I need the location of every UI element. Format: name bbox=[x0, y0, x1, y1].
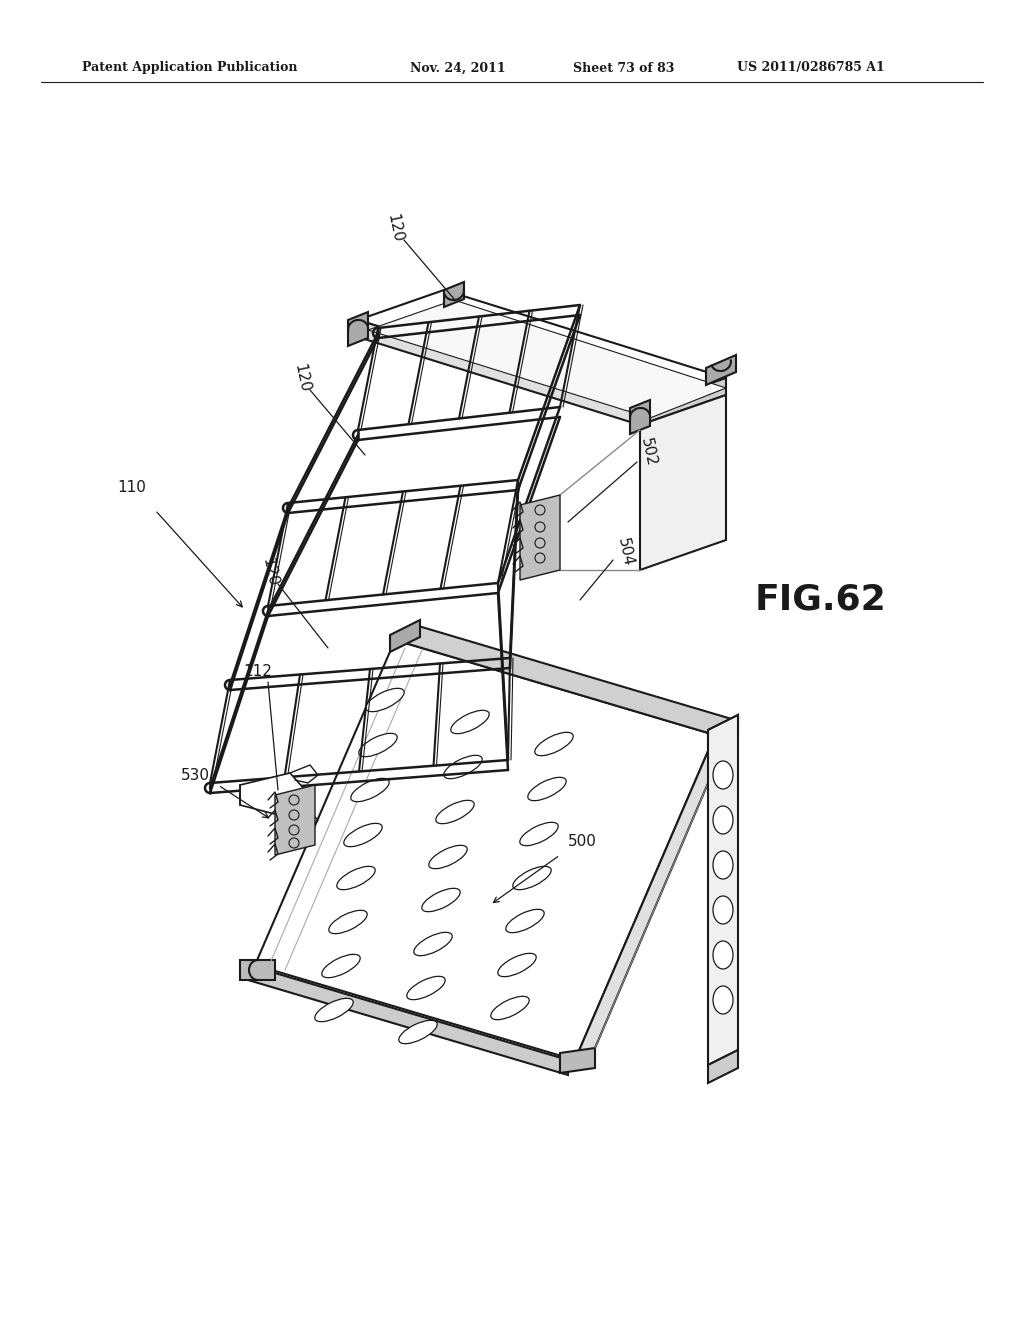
Ellipse shape bbox=[713, 851, 733, 879]
Ellipse shape bbox=[429, 845, 467, 869]
Polygon shape bbox=[390, 620, 420, 652]
Polygon shape bbox=[240, 774, 305, 818]
Ellipse shape bbox=[520, 822, 558, 846]
Polygon shape bbox=[575, 719, 735, 1060]
Text: 502: 502 bbox=[638, 437, 658, 467]
Text: 112: 112 bbox=[244, 664, 272, 680]
Polygon shape bbox=[708, 1049, 738, 1082]
Polygon shape bbox=[560, 1048, 595, 1073]
Ellipse shape bbox=[398, 1020, 437, 1044]
Ellipse shape bbox=[414, 932, 453, 956]
Ellipse shape bbox=[713, 896, 733, 924]
Ellipse shape bbox=[322, 954, 360, 978]
Ellipse shape bbox=[358, 734, 397, 756]
Ellipse shape bbox=[535, 733, 573, 755]
Text: 120: 120 bbox=[292, 362, 312, 393]
Ellipse shape bbox=[344, 824, 382, 846]
Text: 120: 120 bbox=[385, 213, 406, 244]
Text: FIG.62: FIG.62 bbox=[754, 583, 886, 616]
Text: Nov. 24, 2011: Nov. 24, 2011 bbox=[410, 62, 506, 74]
Ellipse shape bbox=[527, 777, 566, 801]
Polygon shape bbox=[444, 282, 464, 308]
Polygon shape bbox=[630, 400, 650, 434]
Ellipse shape bbox=[498, 953, 537, 977]
Text: 110: 110 bbox=[118, 480, 146, 495]
Polygon shape bbox=[248, 965, 568, 1074]
Polygon shape bbox=[640, 395, 726, 570]
Ellipse shape bbox=[513, 866, 551, 890]
Ellipse shape bbox=[351, 779, 389, 801]
Text: 530: 530 bbox=[180, 767, 210, 783]
Ellipse shape bbox=[713, 941, 733, 969]
Ellipse shape bbox=[443, 755, 482, 779]
Polygon shape bbox=[358, 319, 640, 425]
Ellipse shape bbox=[451, 710, 489, 734]
Ellipse shape bbox=[407, 977, 445, 999]
Text: 120: 120 bbox=[260, 556, 281, 587]
Polygon shape bbox=[640, 378, 726, 425]
Text: 500: 500 bbox=[567, 834, 596, 850]
Text: Sheet 73 of 83: Sheet 73 of 83 bbox=[573, 62, 675, 74]
Ellipse shape bbox=[422, 888, 460, 912]
Text: US 2011/0286785 A1: US 2011/0286785 A1 bbox=[737, 62, 885, 74]
Polygon shape bbox=[708, 715, 738, 1065]
Polygon shape bbox=[240, 960, 275, 979]
Polygon shape bbox=[395, 624, 735, 735]
Polygon shape bbox=[275, 785, 315, 855]
Polygon shape bbox=[255, 640, 715, 1060]
Ellipse shape bbox=[506, 909, 544, 933]
Ellipse shape bbox=[713, 807, 733, 834]
Ellipse shape bbox=[713, 762, 733, 789]
Ellipse shape bbox=[337, 866, 375, 890]
Polygon shape bbox=[706, 355, 736, 385]
Polygon shape bbox=[708, 715, 738, 747]
Ellipse shape bbox=[490, 997, 529, 1019]
Polygon shape bbox=[358, 290, 726, 408]
Text: 504: 504 bbox=[614, 536, 635, 568]
Ellipse shape bbox=[436, 800, 474, 824]
Polygon shape bbox=[520, 495, 560, 579]
Ellipse shape bbox=[713, 986, 733, 1014]
Ellipse shape bbox=[329, 911, 368, 933]
Polygon shape bbox=[368, 300, 726, 418]
Polygon shape bbox=[348, 312, 368, 346]
Ellipse shape bbox=[314, 998, 353, 1022]
Text: Patent Application Publication: Patent Application Publication bbox=[82, 62, 298, 74]
Ellipse shape bbox=[366, 688, 404, 711]
